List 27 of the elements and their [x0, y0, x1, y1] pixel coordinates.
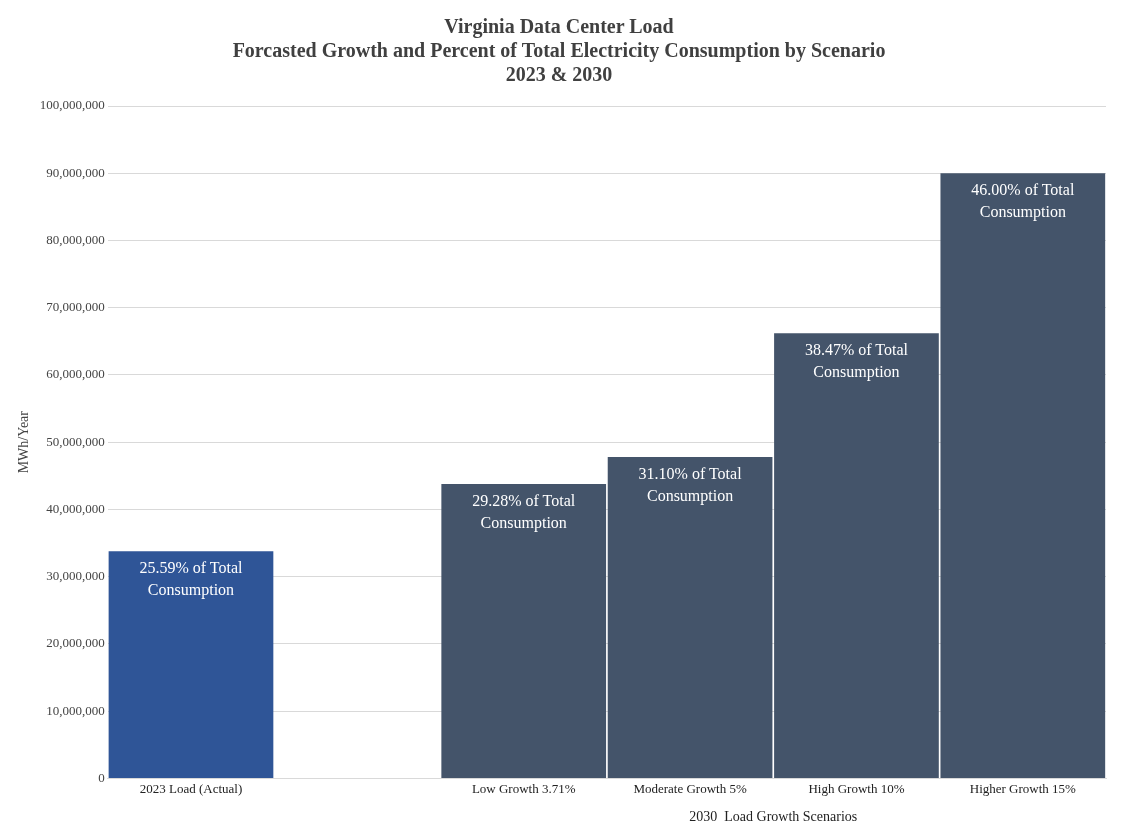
bar: [108, 551, 274, 778]
annotation: 29.28% of Total Consumption: [472, 492, 576, 533]
bar: [441, 483, 607, 778]
y-tick-label: 60,000,000: [46, 366, 105, 382]
x-tick-label: Low Growth 3.71%: [471, 780, 576, 796]
y-tick-label: 80,000,000: [46, 231, 105, 247]
annotation: 38.47% of Total Consumption: [804, 341, 909, 382]
y-tick-label: 0: [98, 769, 105, 785]
y-tick-label: 100,000,000: [39, 97, 105, 113]
y-tick-label: 90,000,000: [46, 164, 105, 180]
annotation: 31.10% of Total Consumption: [638, 465, 743, 506]
bar: [607, 456, 773, 778]
x-tick-label: Higher Growth 15%: [969, 780, 1077, 796]
y-tick-label: 20,000,000: [46, 635, 105, 651]
x-axis-title: 2030 Load Growth Scenarios: [689, 808, 858, 824]
y-tick-label: 50,000,000: [46, 433, 105, 449]
y-tick-label: 30,000,000: [46, 568, 105, 584]
y-tick-label: 40,000,000: [46, 500, 105, 516]
x-tick-label: Moderate Growth 5%: [633, 780, 747, 796]
x-tick-label: High Growth 10%: [808, 780, 905, 796]
x-tick-label: 2023 Load (Actual): [139, 780, 243, 796]
y-tick-label: 10,000,000: [46, 702, 105, 718]
chart-title: Virginia Data Center Load Forcasted Growth and Percent of Total Electricity Consumption by Scenario 2023 & 2030: [232, 15, 886, 86]
annotation: 25.59% of Total Consumption: [139, 559, 244, 600]
y-axis-title: MWh/Year: [16, 410, 32, 474]
annotation: 46.00% of Total Consumption: [971, 181, 1075, 222]
y-tick-label: 70,000,000: [46, 299, 105, 315]
